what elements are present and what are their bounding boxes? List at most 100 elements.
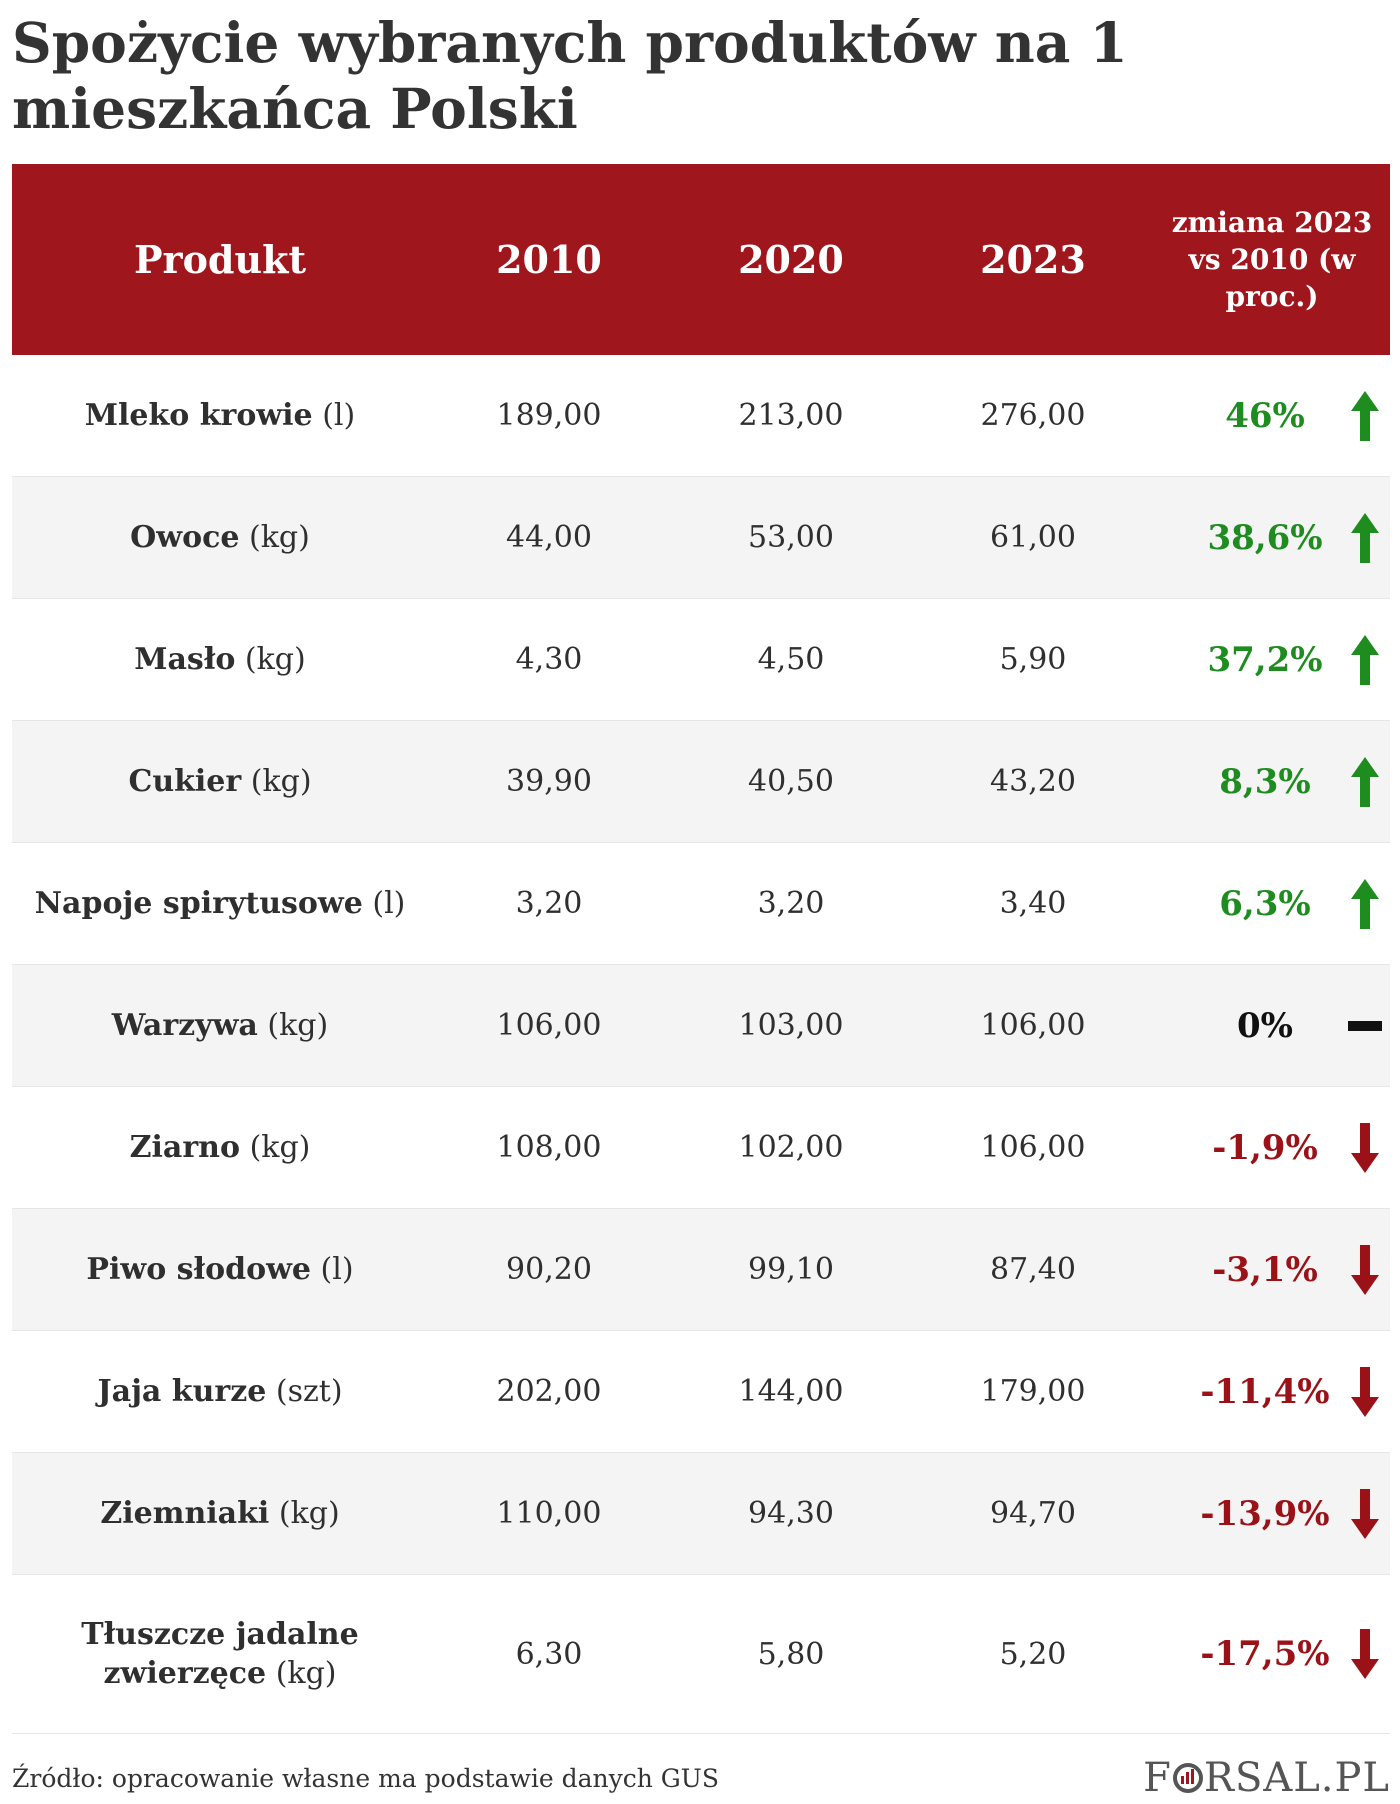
change-cell: -1,9% <box>1154 1122 1390 1174</box>
arrow-up-icon <box>1348 512 1382 564</box>
product-cell: Ziarno (kg) <box>12 1128 428 1167</box>
value-2010: 189,00 <box>496 398 602 433</box>
value-2010: 90,20 <box>506 1252 592 1287</box>
change-cell: 6,3% <box>1154 878 1390 930</box>
value-2010: 6,30 <box>515 1636 583 1672</box>
product-unit: (l) <box>372 886 406 921</box>
table-row: Ziarno (kg) 108,00 102,00 106,00 -1,9% <box>12 1087 1390 1209</box>
product-name: Mleko krowie <box>84 398 313 433</box>
change-cell: -13,9% <box>1154 1488 1390 1540</box>
value-2020: 94,30 <box>748 1496 834 1531</box>
product-unit: (kg) <box>278 1496 340 1531</box>
source-note: Źródło: opracowanie własne ma podstawie … <box>12 1763 719 1793</box>
value-2020: 102,00 <box>738 1130 844 1165</box>
product-name: Piwo słodowe <box>86 1252 311 1287</box>
product-name: Ziarno <box>129 1130 241 1165</box>
product-cell: Warzywa (kg) <box>12 1006 428 1045</box>
change-percent: -13,9% <box>1200 1493 1330 1534</box>
product-cell: Owoce (kg) <box>12 518 428 557</box>
arrow-down-icon <box>1348 1122 1382 1174</box>
product-unit: (kg) <box>244 642 306 677</box>
product-name: Napoje spirytusowe <box>34 886 363 921</box>
logo-text-end: RSAL.PL <box>1203 1755 1390 1801</box>
value-2010: 106,00 <box>496 1008 602 1043</box>
value-2020: 103,00 <box>738 1008 844 1043</box>
table-row: Napoje spirytusowe (l) 3,20 3,20 3,40 6,3% <box>12 843 1390 965</box>
change-cell: -3,1% <box>1154 1244 1390 1296</box>
logo-text-start: F <box>1143 1755 1172 1801</box>
value-2023: 94,70 <box>990 1496 1076 1531</box>
table-header: Produkt 2010 2020 2023 zmiana 2023 vs 20… <box>12 164 1390 355</box>
product-unit: (kg) <box>267 1008 329 1043</box>
product-cell: Ziemniaki (kg) <box>12 1494 428 1533</box>
product-unit: (kg) <box>249 1130 311 1165</box>
value-2010: 110,00 <box>496 1496 602 1531</box>
product-unit: (szt) <box>275 1374 343 1409</box>
table-row: Ziemniaki (kg) 110,00 94,30 94,70 -13,9% <box>12 1453 1390 1575</box>
table-row: Mleko krowie (l) 189,00 213,00 276,00 46% <box>12 355 1390 477</box>
value-2020: 53,00 <box>748 520 834 555</box>
table-row: Jaja kurze (szt) 202,00 144,00 179,00 -11,4% <box>12 1331 1390 1453</box>
header-2023: 2023 <box>980 237 1086 282</box>
change-percent: 37,2% <box>1207 639 1323 680</box>
product-name: Masło <box>134 642 236 677</box>
table-row: Piwo słodowe (l) 90,20 99,10 87,40 -3,1% <box>12 1209 1390 1331</box>
consumption-table: Produkt 2010 2020 2023 zmiana 2023 vs 20… <box>12 164 1390 1734</box>
arrow-down-icon <box>1348 1488 1382 1540</box>
header-2010: 2010 <box>496 237 602 282</box>
change-cell: 0% <box>1154 1000 1390 1052</box>
value-2020: 4,50 <box>757 642 825 677</box>
arrow-down-icon <box>1348 1628 1382 1680</box>
change-percent: -17,5% <box>1200 1634 1330 1674</box>
value-2023: 87,40 <box>990 1252 1076 1287</box>
product-name: Ziemniaki <box>100 1496 270 1531</box>
table-row: Warzywa (kg) 106,00 103,00 106,00 0% <box>12 965 1390 1087</box>
value-2010: 202,00 <box>496 1374 602 1409</box>
arrow-down-icon <box>1348 1366 1382 1418</box>
change-cell: 37,2% <box>1154 634 1390 686</box>
table-body: Mleko krowie (l) 189,00 213,00 276,00 46% Owo… <box>12 355 1390 1734</box>
value-2023: 3,40 <box>999 886 1067 921</box>
logo-o-icon <box>1172 1758 1204 1798</box>
header-2020: 2020 <box>738 237 844 282</box>
product-name: Jaja kurze <box>97 1374 267 1409</box>
product-name: Cukier <box>128 764 242 799</box>
product-cell: Piwo słodowe (l) <box>12 1250 428 1289</box>
forsal-logo: F RSAL.PL <box>1143 1755 1390 1801</box>
change-percent: -11,4% <box>1200 1371 1330 1412</box>
product-cell: Tłuszcze jadalne zwierzęce (kg) <box>12 1615 428 1693</box>
change-cell: 8,3% <box>1154 756 1390 808</box>
product-unit: (kg) <box>275 1656 337 1691</box>
value-2010: 3,20 <box>515 886 583 921</box>
change-cell: 46% <box>1154 390 1390 442</box>
change-percent: 0% <box>1237 1005 1293 1046</box>
value-2010: 39,90 <box>506 764 592 799</box>
value-2023: 179,00 <box>980 1374 1086 1409</box>
value-2020: 99,10 <box>748 1252 834 1287</box>
arrow-up-icon <box>1348 634 1382 686</box>
change-cell: 38,6% <box>1154 512 1390 564</box>
change-percent: -3,1% <box>1212 1249 1318 1290</box>
chart-title: Spożycie wybranych produktów na 1 mieszk… <box>12 10 1128 141</box>
change-cell: -17,5% <box>1154 1628 1390 1680</box>
value-2020: 40,50 <box>748 764 834 799</box>
header-change: zmiana 2023 vs 2010 (w proc.) <box>1171 206 1373 313</box>
footer: Źródło: opracowanie własne ma podstawie … <box>12 1755 1390 1801</box>
arrow-up-icon <box>1348 390 1382 442</box>
value-2020: 5,80 <box>757 1636 825 1672</box>
product-name: Owoce <box>130 520 240 555</box>
product-cell: Mleko krowie (l) <box>12 396 428 435</box>
table-row: Tłuszcze jadalne zwierzęce (kg) 6,30 5,80 5… <box>12 1575 1390 1734</box>
value-2023: 106,00 <box>980 1130 1086 1165</box>
value-2020: 213,00 <box>738 398 844 433</box>
value-2023: 5,90 <box>999 642 1067 677</box>
arrow-down-icon <box>1348 1244 1382 1296</box>
change-percent: 46% <box>1225 395 1305 436</box>
change-percent: 8,3% <box>1219 761 1311 802</box>
product-unit: (l) <box>322 398 356 433</box>
value-2023: 43,20 <box>990 764 1076 799</box>
product-cell: Masło (kg) <box>12 640 428 679</box>
product-cell: Napoje spirytusowe (l) <box>12 884 428 923</box>
value-2023: 276,00 <box>980 398 1086 433</box>
value-2023: 61,00 <box>990 520 1076 555</box>
